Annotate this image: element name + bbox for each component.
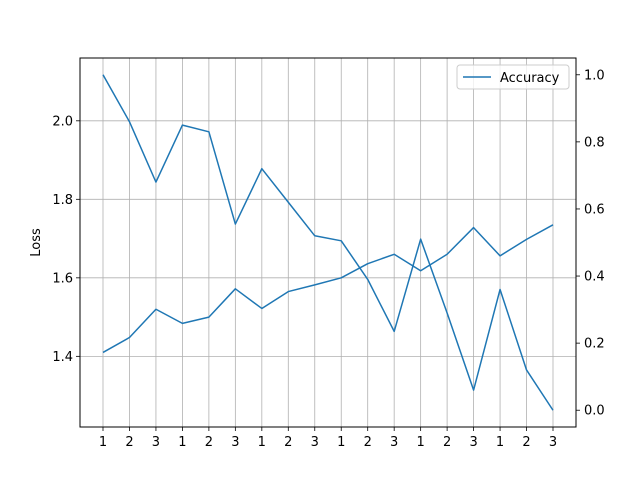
series-lines — [102, 74, 554, 411]
y-left-tick-label: 1.6 — [52, 271, 73, 286]
x-tick-label: 2 — [364, 435, 372, 450]
y-axis-left-label: Loss — [29, 228, 44, 257]
x-tick-label: 2 — [443, 435, 451, 450]
y-right-tick-label: 0.4 — [584, 270, 605, 285]
legend-label-accuracy: Accuracy — [500, 71, 560, 86]
x-tick-label: 1 — [258, 435, 266, 450]
y-right-tick-label: 0.6 — [584, 202, 605, 217]
x-tick-label: 3 — [231, 435, 239, 450]
y-left-tick-label: 1.8 — [52, 193, 73, 208]
series-line-accuracy — [102, 74, 554, 411]
series-line-loss — [102, 224, 554, 354]
y-right-tick-label: 0.0 — [584, 404, 605, 419]
legend-box — [456, 64, 570, 90]
x-tick-label: 3 — [549, 435, 557, 450]
x-tick-label: 2 — [284, 435, 292, 450]
legend: Accuracy — [456, 64, 570, 90]
x-tick-label: 2 — [205, 435, 213, 450]
x-tick-label: 3 — [390, 435, 398, 450]
grid — [80, 58, 576, 427]
x-tick-label: 3 — [152, 435, 160, 450]
x-tick-label: 3 — [469, 435, 477, 450]
y-right-tick-label: 1.0 — [584, 68, 605, 83]
x-tick-label: 1 — [496, 435, 504, 450]
x-tick-label: 3 — [311, 435, 319, 450]
x-tick-label: 1 — [99, 435, 107, 450]
x-tick-label: 2 — [522, 435, 530, 450]
y-left-tick-label: 2.0 — [52, 114, 73, 129]
x-tick-label: 1 — [337, 435, 345, 450]
y-left-tick-label: 1.4 — [52, 350, 73, 365]
x-tick-label: 2 — [125, 435, 133, 450]
x-tick-label: 1 — [178, 435, 186, 450]
x-tick-label: 1 — [417, 435, 425, 450]
plot-frame — [79, 57, 577, 428]
ticks: 1 2 3 1 2 3 1 2 3 1 2 3 1 2 3 1 2 3 1.4 1.6 1.8 2.0 0.0 0.2 0.4 0… — [52, 68, 604, 450]
y-right-tick-label: 0.2 — [584, 337, 605, 352]
y-right-tick-label: 0.8 — [584, 135, 605, 150]
